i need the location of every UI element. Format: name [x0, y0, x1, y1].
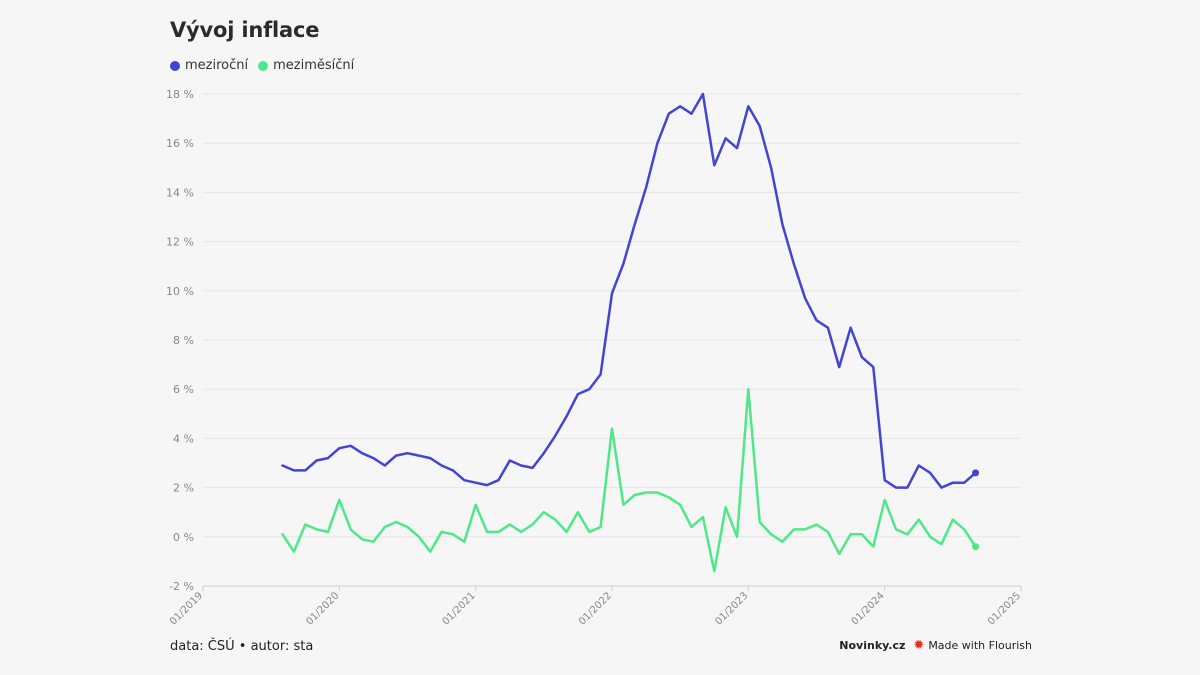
- novinky-logo[interactable]: Novinky.cz: [839, 639, 906, 652]
- y-tick-label: 8 %: [173, 334, 194, 347]
- x-tick-label: 01/2020: [304, 590, 341, 627]
- chart-title: Vývoj inflace: [170, 18, 320, 42]
- y-tick-label: 4 %: [173, 432, 194, 445]
- legend: meziroční meziměsíční: [170, 58, 364, 73]
- x-tick-label: 01/2022: [577, 590, 614, 627]
- y-tick-label: 2 %: [173, 482, 194, 495]
- y-tick-label: -2 %: [169, 580, 194, 593]
- made-with-flourish-label[interactable]: Made with Flourish: [928, 639, 1032, 652]
- flourish-logo-icon: ✹: [913, 638, 925, 653]
- y-tick-label: 6 %: [173, 383, 194, 396]
- x-tick-label: 01/2025: [986, 590, 1023, 627]
- x-tick-label: 01/2024: [850, 590, 887, 627]
- y-tick-label: 10 %: [166, 285, 194, 298]
- x-tick-label: 01/2023: [713, 590, 750, 627]
- series-end-point: [972, 543, 980, 551]
- legend-swatch-mezimesicni: [258, 60, 269, 71]
- source-credit: data: ČSÚ • autor: sta: [170, 639, 314, 654]
- legend-label-mezimesicni: meziměsíční: [273, 58, 355, 73]
- y-tick-label: 18 %: [166, 88, 194, 101]
- y-tick-label: 12 %: [166, 236, 194, 249]
- x-tick-label: 01/2019: [168, 590, 205, 627]
- series-line-meziroční: [281, 92, 977, 489]
- y-tick-label: 14 %: [166, 186, 194, 199]
- y-tick-label: 0 %: [173, 531, 194, 544]
- legend-label-mezirocni: meziroční: [185, 58, 249, 73]
- series-line-meziměsíční: [281, 387, 977, 573]
- legend-item-mezirocni[interactable]: meziroční: [170, 58, 248, 73]
- series-end-point: [972, 469, 980, 477]
- y-tick-label: 16 %: [166, 137, 194, 150]
- x-tick-label: 01/2021: [441, 590, 478, 627]
- footer-branding[interactable]: Novinky.cz ✹ Made with Flourish: [839, 638, 1032, 653]
- legend-swatch-mezirocni: [170, 60, 180, 71]
- legend-item-mezimesicni[interactable]: meziměsíční: [258, 58, 354, 73]
